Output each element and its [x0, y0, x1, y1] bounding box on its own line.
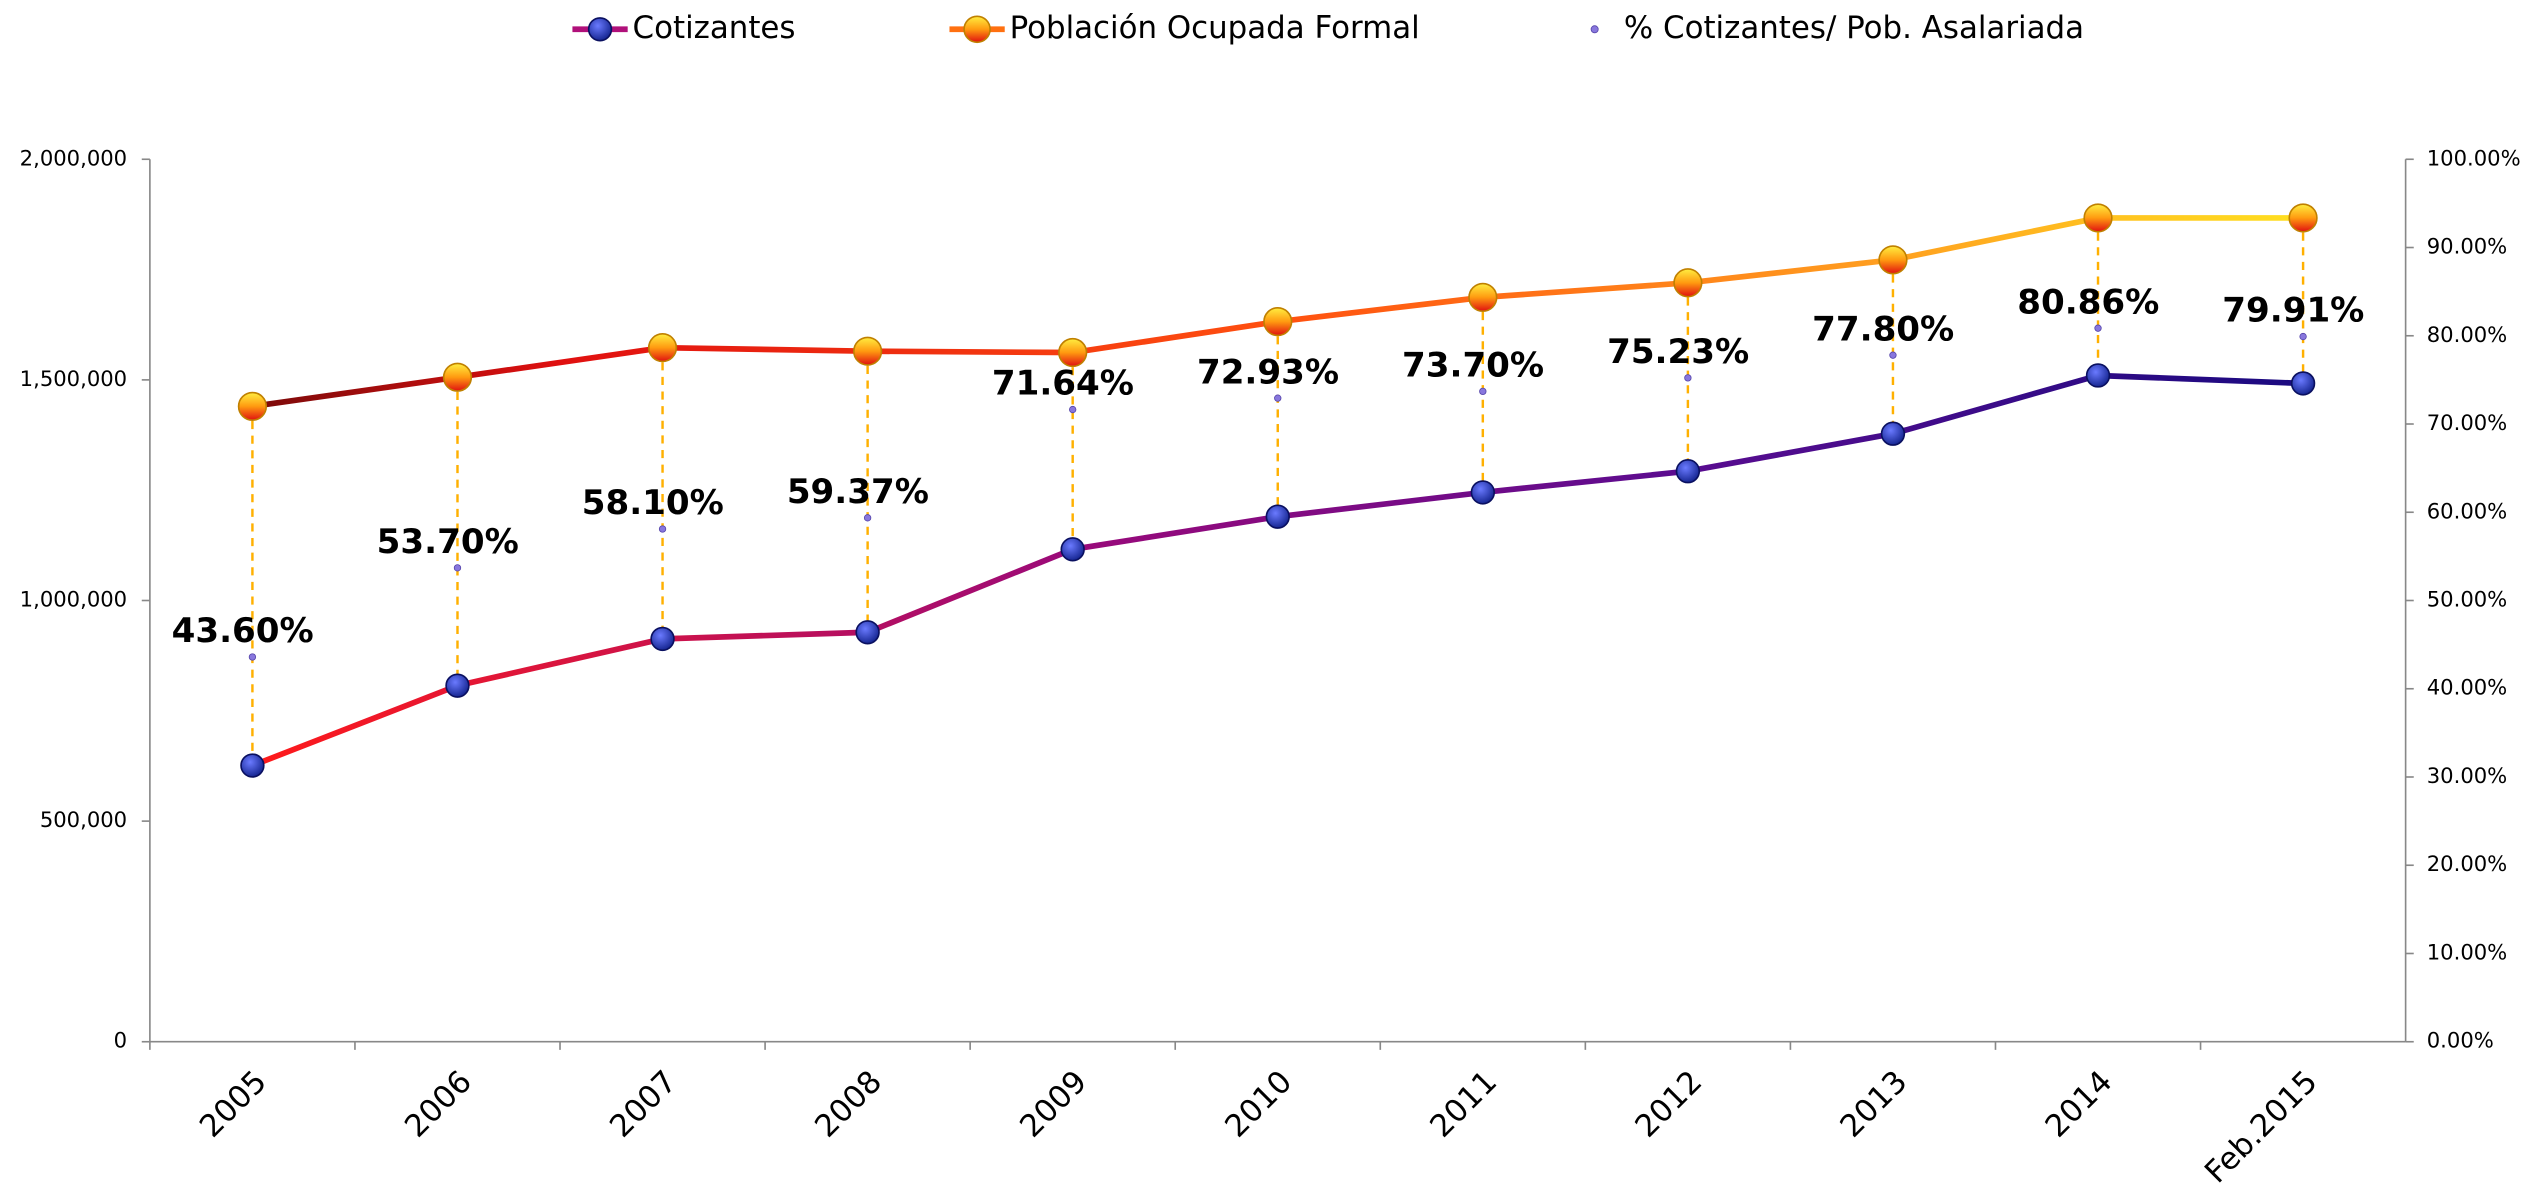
y2-tick-label: 0.00% [2427, 1028, 2494, 1053]
marker [1878, 245, 1908, 275]
marker [1263, 307, 1293, 337]
data-label: 71.64% [992, 364, 1134, 404]
pct-marker [2299, 332, 2307, 341]
y2-tick-label: 10.00% [2427, 939, 2508, 964]
marker [1673, 268, 1703, 298]
lines [251, 215, 2304, 769]
data-label: 59.37% [787, 472, 929, 512]
x-tick-label: 2005 [193, 1064, 274, 1145]
marker [855, 620, 880, 645]
x-tick-label: 2011 [1423, 1064, 1504, 1145]
pct-marker [1889, 351, 1897, 359]
marker [237, 391, 268, 421]
marker [1060, 537, 1085, 562]
legend-marker [587, 17, 613, 42]
y2-tick-label: 60.00% [2427, 498, 2508, 523]
y2-tick-label: 40.00% [2427, 675, 2508, 700]
y-tick-label: 1,000,000 [20, 587, 127, 612]
x-tick-label: Feb.2015 [2198, 1064, 2325, 1188]
pct-marker [863, 514, 872, 522]
pct-marker [658, 525, 667, 533]
y-tick-label: 500,000 [40, 807, 127, 832]
marker [1265, 504, 1290, 529]
data-label: 77.80% [1812, 309, 1954, 349]
pct-marker [1479, 387, 1487, 396]
pct-marker [248, 653, 257, 661]
marker [2083, 203, 2113, 233]
marker [2085, 363, 2111, 388]
x-tick-label: 2008 [808, 1064, 889, 1145]
legend-label: Cotizantes [633, 10, 796, 46]
y-tick-label: 1,500,000 [20, 366, 127, 391]
y-tick-label: 0 [114, 1028, 127, 1053]
marker [1058, 337, 1088, 368]
pct-marker [1684, 374, 1692, 382]
marker [240, 753, 265, 778]
data-label: 80.86% [2017, 282, 2159, 322]
x-tick-label: 2009 [1013, 1064, 1094, 1145]
marker [1468, 282, 1498, 312]
legend-label: Población Ocupada Formal [1010, 10, 1420, 46]
pct-marker [1069, 405, 1077, 414]
data-label: 43.60% [172, 611, 314, 651]
x-tick-label: 2012 [1628, 1064, 1709, 1145]
x-tick-label: 2013 [1833, 1064, 1914, 1145]
x-tick-label: 2010 [1218, 1064, 1299, 1145]
x-tick-label: 2007 [603, 1064, 684, 1145]
markers [237, 203, 2318, 778]
data-label: 58.10% [582, 483, 724, 523]
legend-label: % Cotizantes/ Pob. Asalariada [1624, 10, 2084, 46]
marker [442, 362, 473, 392]
data-label: 75.23% [1607, 332, 1749, 372]
y2-tick-label: 80.00% [2427, 322, 2508, 347]
data-label: 73.70% [1402, 345, 1544, 385]
marker [1880, 421, 1906, 446]
pct-marker [2094, 324, 2102, 332]
y2-tick-label: 90.00% [2427, 234, 2508, 259]
legend-marker [1590, 25, 1599, 34]
pct-marker [1274, 394, 1282, 402]
legend-marker [963, 15, 991, 44]
x-tick-label: 2014 [2038, 1064, 2119, 1145]
series-line [251, 372, 2304, 769]
y2-tick-label: 20.00% [2427, 851, 2508, 876]
data-label: 79.91% [2222, 291, 2364, 331]
data-label: 53.70% [377, 522, 519, 562]
y2-tick-label: 30.00% [2427, 763, 2508, 788]
marker [445, 673, 470, 698]
pct-marker [453, 564, 462, 572]
x-tick-label: 2006 [398, 1064, 479, 1145]
data-label: 72.93% [1197, 352, 1339, 392]
marker [650, 626, 675, 652]
drop-lines [251, 217, 2305, 766]
marker [2290, 371, 2316, 396]
marker [647, 333, 678, 363]
marker [852, 336, 883, 366]
marker [1675, 459, 1701, 484]
labels: 43.60% 53.70% 58.10% 59.37% 71.64% 72.93% 73.7… [172, 10, 2365, 651]
y2-tick-label: 100.00% [2427, 145, 2521, 170]
y2-tick-label: 70.00% [2427, 410, 2508, 435]
y2-tick-label: 50.00% [2427, 587, 2508, 612]
y-tick-label: 2,000,000 [20, 145, 127, 170]
marker [1470, 480, 1496, 505]
marker [2288, 203, 2318, 233]
